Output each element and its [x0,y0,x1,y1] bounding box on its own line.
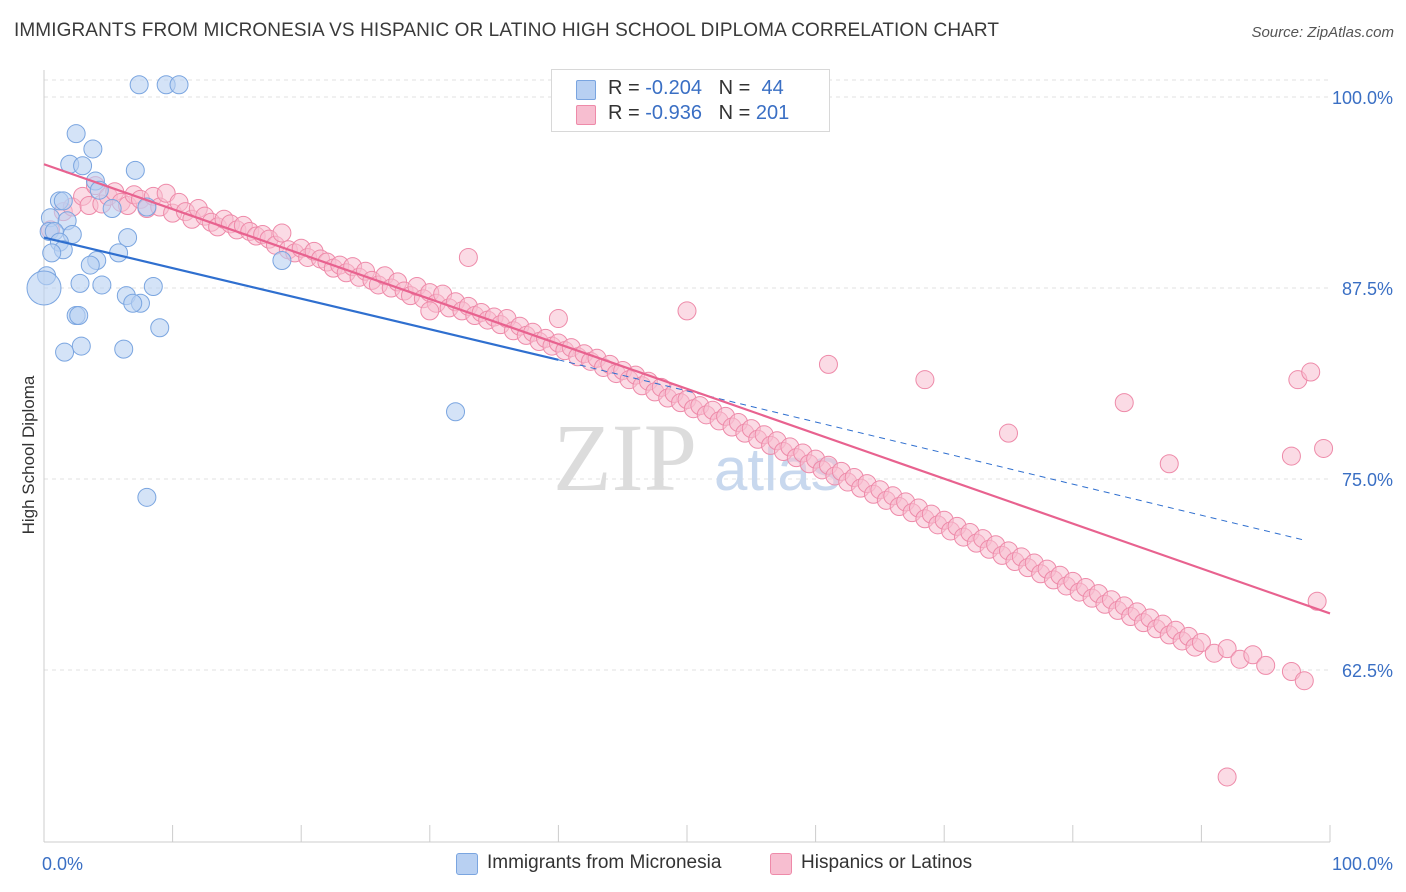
micronesia-swatch [576,80,596,100]
r-value: -0.936 [645,102,702,124]
hispanic-point [548,309,568,329]
hispanic-point [1307,591,1327,611]
hispanic-point [1114,393,1134,413]
watermark-zip: ZIP [553,404,697,511]
hispanic-point [1243,645,1263,665]
micronesia-point [143,276,163,296]
hispanic-point [1301,362,1321,382]
y-tick-label: 87.5% [1342,279,1393,299]
watermark: ZIP atlas [553,404,841,511]
hispanic-point [1217,767,1237,787]
hispanic-point [1191,632,1211,652]
stats-legend: R = -0.204 N = 44 R = -0.936 N = 201 [551,69,830,132]
micronesia-point [69,306,89,326]
y-axis-label: High School Diploma [19,375,38,534]
tick-labels: 100.0% 87.5% 75.0% 62.5% 0.0% 100.0% [42,88,1393,874]
hispanic-point [1281,662,1301,682]
hispanic-point [1294,671,1314,691]
micronesia-points [26,75,466,507]
hispanic-point [1256,655,1276,675]
hispanic-point [1314,438,1334,458]
hispanic-point [1217,639,1237,659]
axes [43,70,1331,843]
micronesia-point [73,156,93,176]
micronesia-point [272,250,292,270]
micronesia-point [70,273,90,293]
micronesia-point [123,293,143,313]
micronesia-point [42,243,62,263]
micronesia-point [137,487,157,507]
y-tick-label: 75.0% [1342,470,1393,490]
micronesia-trend-line [558,359,1305,541]
micronesia-point [71,336,91,356]
r-value: -0.204 [645,77,702,99]
hispanic-point [1281,446,1301,466]
micronesia-point [446,402,466,422]
n-value: 201 [755,102,790,124]
micronesia-point [53,191,73,211]
micronesia-trend-line [43,236,559,361]
hispanic-point [677,301,697,321]
hispanic-point [999,423,1018,443]
micronesia-point [80,255,100,275]
hispanic-point [1159,454,1179,474]
stats-text: R = -0.204 N = 44 [608,77,784,99]
hispanic-point [272,223,292,243]
trend-lines [43,163,1331,615]
micronesia-point [118,228,138,248]
hispanic-point [420,301,440,321]
legend-label: Hispanics or Latinos [801,852,973,873]
hispanic-point [156,183,176,203]
micronesia-point [169,75,189,95]
y-tick-label: 62.5% [1342,661,1393,681]
micronesia-point [66,124,86,144]
micronesia-point [92,275,112,295]
micronesia-swatch [456,853,478,875]
n-value: 44 [761,77,784,99]
micronesia-point [125,160,145,180]
stats-text: R = -0.936 N = 201 [608,102,790,124]
hispanic-swatch [576,105,596,125]
x-tick-label: 0.0% [42,854,83,874]
micronesia-point [55,342,75,362]
micronesia-point [114,339,134,359]
hispanic-point [818,354,838,374]
micronesia-point [83,139,103,159]
micronesia-point [26,270,62,306]
y-tick-label: 100.0% [1332,88,1393,108]
hispanic-point [915,370,935,390]
hispanic-point [458,247,478,267]
hispanic-trend-line [43,163,1331,615]
micronesia-point [129,75,149,95]
x-tick-label: 100.0% [1332,854,1393,874]
grid-lines [44,79,1330,671]
chart-title: IMMIGRANTS FROM MICRONESIA VS HISPANIC O… [14,20,1000,41]
source-label: Source: ZipAtlas.com [1251,24,1394,41]
micronesia-point [150,318,170,338]
hispanic-swatch [770,853,792,875]
legend-label: Immigrants from Micronesia [487,852,722,873]
micronesia-point [102,199,122,219]
